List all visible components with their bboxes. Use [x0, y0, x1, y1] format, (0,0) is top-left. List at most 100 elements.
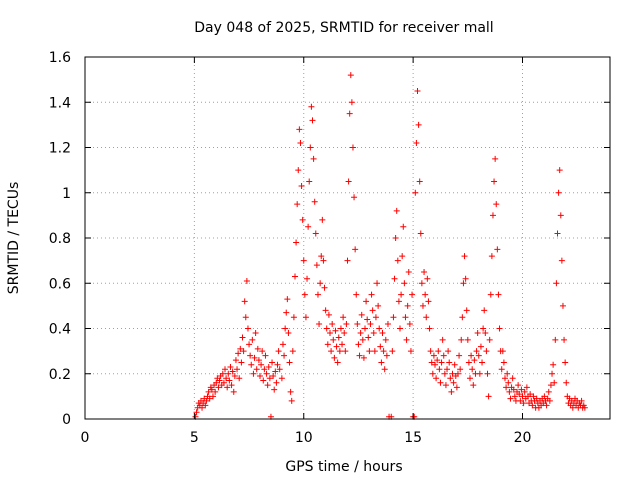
- data-point: [413, 139, 420, 146]
- data-point: [416, 178, 423, 185]
- data-point: [523, 384, 530, 391]
- data-point: [231, 373, 238, 380]
- data-point: [320, 257, 327, 264]
- data-point: [494, 246, 501, 253]
- data-point: [325, 311, 332, 318]
- data-point: [404, 302, 411, 309]
- data-point: [242, 314, 249, 321]
- data-point: [546, 397, 553, 404]
- data-point: [344, 257, 351, 264]
- data-point: [364, 316, 371, 323]
- data-point: [462, 275, 469, 282]
- data-point: [324, 341, 331, 348]
- data-point: [257, 373, 263, 380]
- data-point: [453, 384, 460, 391]
- data-point: [329, 320, 336, 327]
- data-point: [495, 291, 502, 298]
- data-point: [254, 345, 261, 352]
- data-point: [406, 320, 413, 327]
- data-point: [561, 336, 568, 343]
- data-point: [384, 320, 391, 327]
- data-point: [395, 298, 402, 305]
- data-point: [258, 361, 265, 368]
- data-point: [286, 359, 293, 366]
- data-point: [266, 375, 273, 382]
- data-point: [259, 348, 266, 355]
- data-point: [371, 348, 378, 355]
- data-point: [318, 253, 325, 260]
- data-point: [306, 178, 313, 185]
- data-point: [216, 377, 223, 384]
- data-point: [505, 379, 512, 386]
- data-point: [307, 144, 314, 151]
- data-point: [417, 230, 424, 237]
- tick-labels: 0 5 10 15 20 0 0.2 0.4 0.6 0.8 1 1.2 1.4 1.6: [49, 50, 532, 446]
- data-point: [439, 336, 446, 343]
- data-point: [382, 336, 389, 343]
- data-point: [199, 404, 206, 411]
- x-tick-label: 0: [81, 430, 90, 446]
- data-point: [551, 379, 558, 386]
- data-point: [400, 223, 407, 230]
- data-point: [247, 352, 254, 359]
- data-point: [367, 320, 374, 327]
- data-point: [295, 167, 302, 174]
- data-point: [249, 336, 256, 343]
- data-point: [297, 139, 304, 146]
- data-point: [316, 320, 323, 327]
- data-point: [284, 296, 291, 303]
- data-point: [492, 155, 499, 162]
- data-point: [331, 354, 338, 361]
- data-point: [356, 352, 363, 359]
- data-point: [515, 382, 522, 389]
- data-point: [383, 352, 390, 359]
- data-point: [447, 375, 454, 382]
- data-point: [550, 361, 557, 368]
- data-point: [433, 375, 440, 382]
- data-point: [471, 357, 478, 364]
- data-point: [547, 382, 554, 389]
- data-point: [225, 370, 232, 377]
- data-point: [397, 325, 403, 332]
- data-point: [220, 379, 227, 386]
- data-point: [278, 375, 285, 382]
- data-point: [298, 182, 305, 189]
- data-point: [581, 404, 588, 411]
- data-point: [477, 343, 484, 350]
- data-point: [287, 388, 294, 395]
- data-point: [450, 379, 457, 386]
- data-point: [441, 370, 448, 377]
- data-point: [288, 397, 295, 404]
- data-point: [474, 330, 481, 337]
- y-tick-label: 1.2: [49, 141, 71, 157]
- y-tick-label: 0.2: [49, 367, 71, 383]
- data-point: [323, 325, 330, 332]
- data-point: [351, 194, 358, 201]
- data-point: [363, 298, 370, 305]
- data-point: [209, 393, 216, 400]
- plot-frame: [84, 56, 611, 420]
- data-point: [252, 330, 259, 337]
- y-axis-label: SRMTID / TECUs: [6, 182, 22, 295]
- data-point: [224, 384, 231, 391]
- data-point: [327, 330, 333, 337]
- data-point: [274, 361, 281, 368]
- data-point: [407, 348, 414, 355]
- data-point: [322, 307, 329, 314]
- data-point: [496, 325, 503, 332]
- data-point: [243, 277, 250, 284]
- data-point: [282, 325, 289, 332]
- data-point: [503, 384, 510, 391]
- data-point: [552, 336, 559, 343]
- x-tick-label: 15: [404, 430, 422, 446]
- data-point: [304, 275, 311, 282]
- data-point: [314, 291, 321, 298]
- data-point: [310, 155, 317, 162]
- data-point: [237, 345, 244, 352]
- x-tick-label: 10: [295, 430, 313, 446]
- data-point: [469, 366, 476, 373]
- data-point: [362, 325, 368, 332]
- data-point: [491, 178, 498, 185]
- data-point: [558, 257, 565, 264]
